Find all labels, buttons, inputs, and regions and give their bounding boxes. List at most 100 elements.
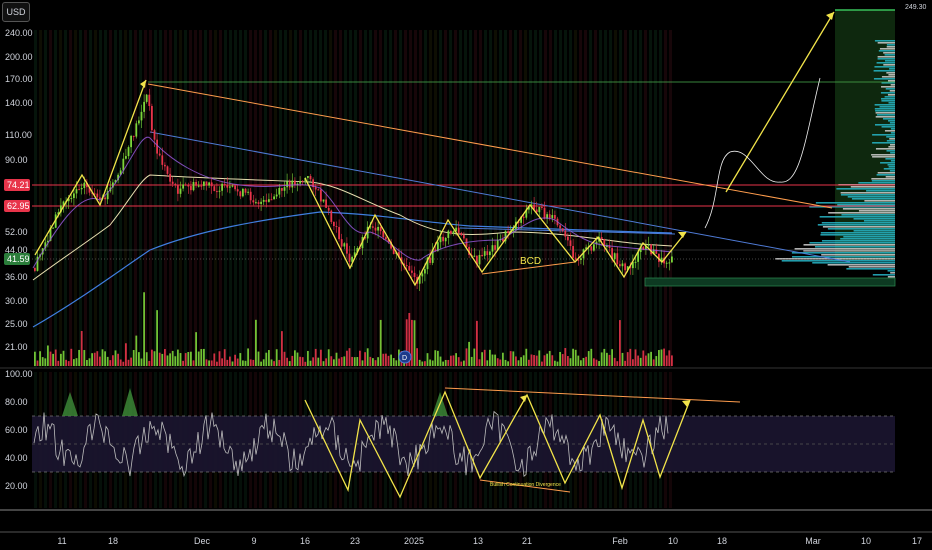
currency-selector[interactable]: USD [2, 2, 30, 22]
volume-bar [533, 355, 535, 366]
volume-bar [611, 349, 613, 366]
volume-profile-bar [879, 48, 895, 50]
grid-stripe [654, 30, 657, 368]
volume-bar [268, 350, 270, 366]
candle-body [171, 181, 174, 184]
event-marker-icon[interactable] [398, 350, 412, 364]
volume-bar [593, 358, 595, 366]
volume-bar [421, 361, 424, 366]
volume-bar [504, 359, 507, 366]
volume-bar [556, 361, 559, 366]
grid-stripe [449, 30, 452, 368]
candle-body [593, 244, 595, 251]
volume-bar [634, 349, 637, 366]
grid-stripe [54, 30, 57, 368]
candle-body [143, 101, 145, 112]
grid-stripe [584, 30, 587, 368]
candle-body [80, 187, 83, 190]
volume-bar [658, 350, 660, 366]
volume-bar [494, 354, 496, 366]
volume-bar [613, 357, 616, 366]
volume-bar [166, 355, 169, 366]
grid-stripe [524, 30, 527, 368]
candle-body [52, 227, 54, 229]
volume-bar [205, 359, 208, 366]
grid-stripe [359, 30, 362, 368]
candle-body [288, 181, 291, 188]
candle-body [70, 197, 73, 199]
volume-bar [236, 358, 239, 366]
volume-bar [366, 348, 369, 366]
volume-profile-bar [881, 76, 895, 78]
candle-body [457, 227, 460, 233]
grid-stripe [309, 30, 312, 368]
volume-profile-bar [883, 52, 895, 54]
volume-profile-bar [837, 204, 895, 206]
volume-bar [78, 349, 80, 366]
trendline-orange [147, 83, 833, 209]
price-badge-label: 41.59 [7, 254, 30, 264]
volume-bar [411, 319, 413, 366]
volume-bar [483, 349, 486, 366]
time-axis[interactable]: 11 18 Dec 9 16 23 2025 13 21 Feb 10 18 Mar 10 17 [57, 536, 922, 546]
volume-bar [75, 358, 78, 366]
volume-bar [450, 355, 452, 366]
volume-profile-bar [877, 56, 895, 58]
rsi-tick-label: 100.00 [5, 369, 33, 379]
volume-profile-bar [881, 100, 895, 102]
volume-bar [67, 361, 70, 366]
volume-bar [372, 358, 374, 366]
volume-bar [208, 360, 210, 366]
candle-body [533, 204, 535, 210]
candle-body [252, 200, 255, 203]
candle-body [114, 180, 117, 183]
rsi-axis[interactable]: 100.00 80.00 60.00 40.00 20.00 [5, 369, 33, 491]
candle-body [291, 180, 294, 188]
candle-body [668, 262, 671, 264]
candle-body [455, 227, 457, 232]
candle-body [541, 206, 543, 208]
candle-body [530, 204, 533, 207]
volume-bar [413, 320, 416, 366]
price-tick-label: 200.00 [5, 52, 33, 62]
volume-bar [221, 358, 223, 366]
time-tick-label: 23 [350, 536, 360, 546]
grid-stripe [254, 30, 257, 368]
volume-profile-bar [887, 270, 895, 272]
volume-bar [429, 359, 431, 366]
grid-stripe [429, 30, 432, 368]
volume-profile-bar [875, 116, 895, 118]
candle-body [663, 257, 665, 264]
candle-body [333, 221, 335, 227]
volume-bar [434, 350, 437, 366]
grid-stripe [49, 30, 52, 368]
volume-bar [47, 345, 49, 366]
rsi-band [32, 416, 895, 472]
rsi-overbought-fill [62, 392, 78, 416]
volume-profile-bar [888, 102, 895, 104]
volume-profile-bar [851, 198, 895, 200]
volume-bar [96, 351, 99, 366]
volume-bar [247, 348, 249, 366]
volume-bar [117, 353, 119, 366]
volume-bar [156, 310, 158, 366]
candle-body [522, 216, 525, 218]
volume-profile-bar [821, 254, 895, 256]
candle-body [585, 247, 587, 250]
grid-stripe [149, 30, 152, 368]
volume-bar [187, 351, 190, 366]
candle-body [135, 123, 138, 137]
volume-bar [486, 360, 489, 366]
volume-bar [44, 358, 47, 366]
candle-body [398, 252, 400, 258]
trendline-blue [149, 131, 851, 263]
volume-bar [502, 352, 504, 366]
candle-body [442, 236, 444, 242]
candle-body [473, 255, 476, 257]
candle-body [281, 187, 283, 191]
volume-bar [535, 355, 538, 366]
volume-bar [179, 353, 182, 366]
time-tick-label: 9 [251, 536, 256, 546]
candle-body [494, 245, 496, 250]
